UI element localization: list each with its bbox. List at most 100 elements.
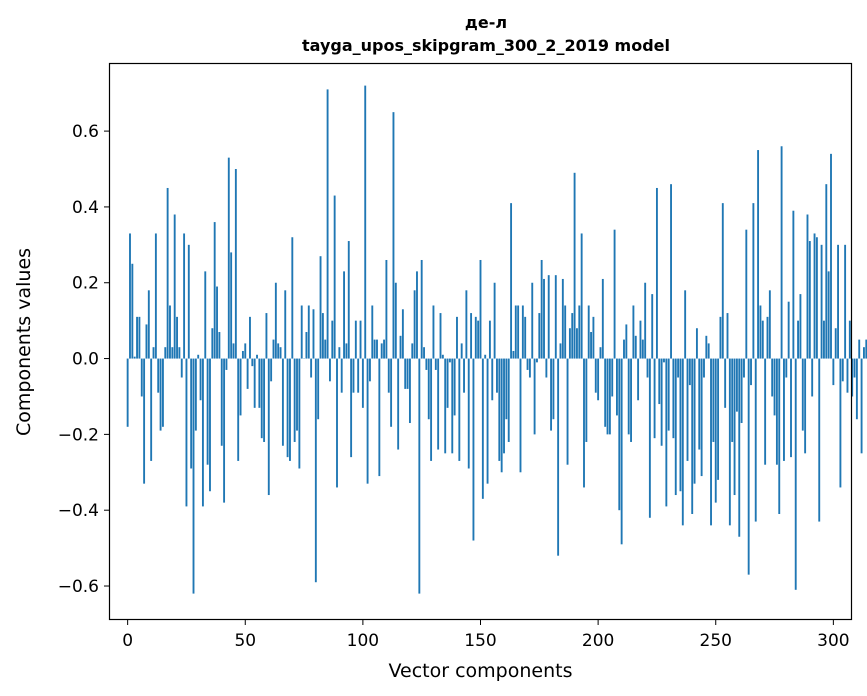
bar (653, 358, 656, 439)
bar (430, 358, 433, 461)
x-tick-label: 100 (347, 631, 379, 651)
bar (820, 244, 823, 359)
bar (317, 358, 320, 420)
bar (568, 328, 571, 359)
bar (766, 316, 769, 359)
bar (441, 354, 444, 359)
bar (599, 347, 602, 359)
bar (747, 358, 750, 575)
bar (300, 305, 303, 359)
bar (641, 339, 644, 359)
bar (211, 328, 214, 359)
bar (263, 358, 266, 442)
bar (338, 347, 341, 359)
bar (526, 358, 529, 370)
bar (326, 89, 329, 359)
bar (818, 358, 821, 522)
bar (834, 328, 837, 359)
bar (571, 313, 574, 359)
bar (380, 343, 383, 359)
bar (312, 309, 315, 359)
bar (853, 358, 856, 378)
bar (366, 358, 369, 484)
bar (804, 358, 807, 454)
bar (265, 313, 268, 359)
bar (204, 271, 207, 359)
bar (427, 358, 430, 420)
bar (590, 332, 592, 359)
bar (378, 358, 381, 477)
bar (745, 229, 748, 359)
y-tick-label: 0.4 (72, 198, 99, 218)
bar (578, 305, 581, 359)
bar (176, 316, 178, 359)
bar (604, 358, 607, 427)
bar (754, 358, 757, 522)
bar (670, 184, 672, 359)
y-axis-label: Components values (13, 248, 35, 436)
bar (839, 358, 842, 488)
bar (143, 358, 146, 484)
bar (808, 241, 811, 359)
bar (700, 358, 703, 477)
bar (663, 358, 665, 363)
bar (237, 358, 240, 461)
bar (832, 358, 835, 386)
bar (823, 320, 825, 359)
bar (178, 347, 181, 359)
bar (491, 358, 494, 401)
bar (423, 347, 425, 359)
bar (451, 358, 454, 454)
bar (684, 290, 687, 359)
bar (390, 358, 393, 427)
bar (672, 358, 675, 439)
bar (164, 347, 167, 359)
bar (190, 358, 193, 469)
bar (187, 244, 190, 359)
bar (799, 294, 802, 359)
bar (458, 358, 461, 461)
bar (592, 316, 595, 359)
bar (399, 335, 402, 359)
bar (528, 358, 531, 378)
bar (376, 339, 378, 359)
bar (270, 358, 273, 382)
x-tick-label: 300 (817, 631, 849, 651)
bar (350, 358, 353, 458)
bar (771, 358, 774, 397)
bar (133, 356, 136, 359)
bar (517, 305, 520, 359)
bar (536, 358, 538, 363)
bar (860, 358, 863, 454)
bar (169, 305, 171, 359)
bar (660, 358, 663, 446)
bar (343, 271, 345, 359)
bar (580, 233, 583, 359)
bar (180, 358, 183, 378)
bar (244, 343, 247, 359)
bar (573, 172, 576, 359)
bar (681, 358, 684, 526)
bar (498, 358, 501, 461)
bar (848, 320, 851, 359)
bar (620, 358, 623, 545)
bar (460, 343, 463, 359)
bar (131, 263, 134, 359)
bar (369, 358, 371, 382)
bar (757, 150, 760, 359)
bar (152, 347, 155, 359)
bar (787, 301, 790, 359)
bar (500, 358, 503, 473)
bar (790, 358, 792, 458)
bar (724, 358, 727, 408)
bar (383, 339, 385, 359)
bar (425, 358, 428, 370)
bar (260, 358, 263, 439)
bar (305, 332, 308, 359)
bar (863, 347, 865, 359)
bar (136, 316, 138, 359)
bar (865, 339, 867, 359)
bar (218, 332, 221, 359)
bar (481, 358, 484, 499)
bar (623, 339, 625, 359)
